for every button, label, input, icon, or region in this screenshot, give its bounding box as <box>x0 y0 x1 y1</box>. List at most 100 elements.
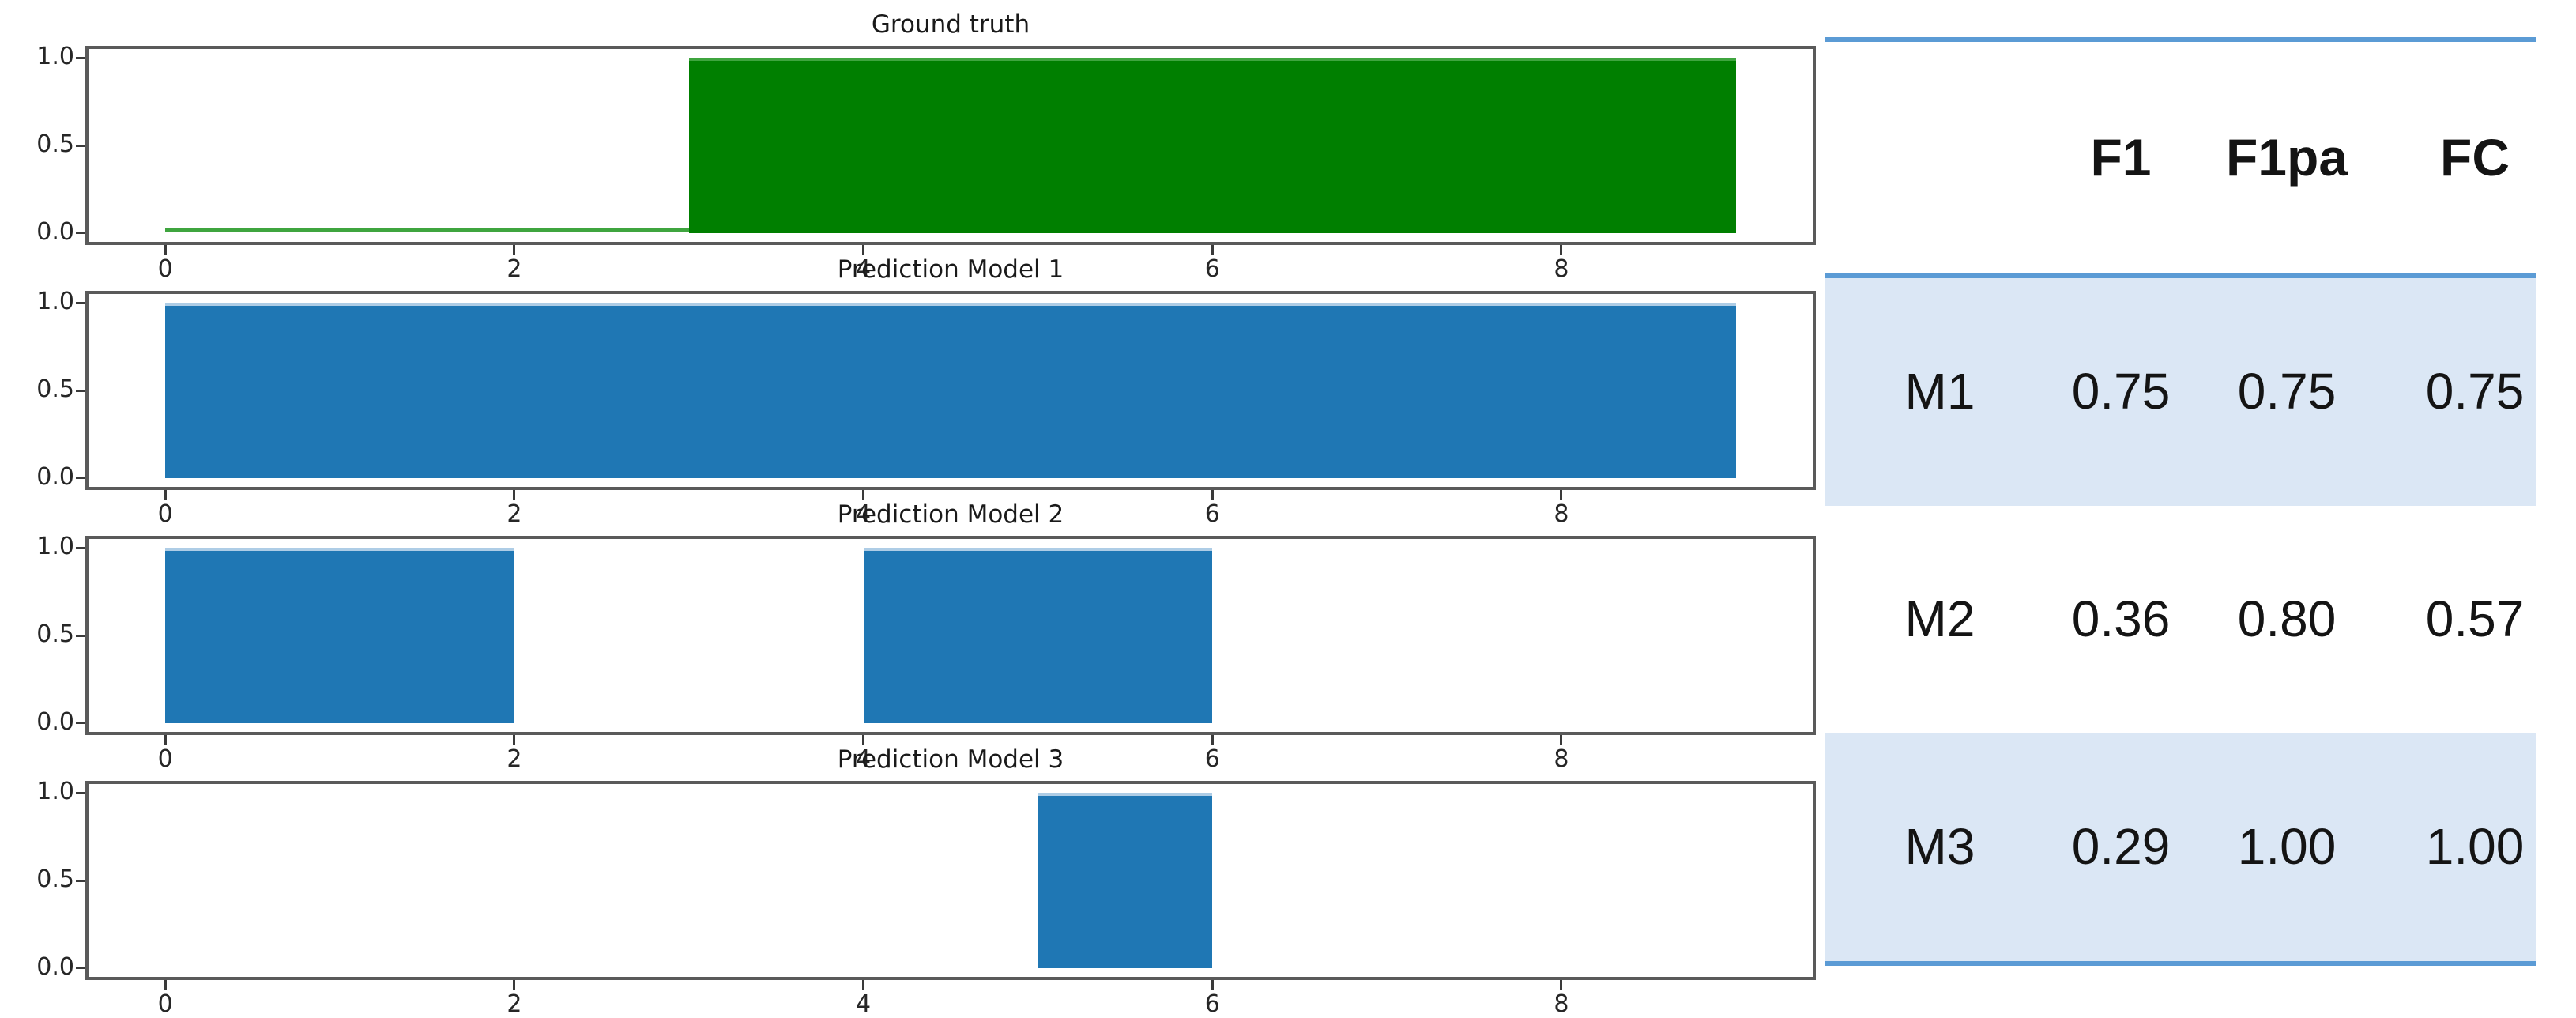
x-tick-mark-prediction-model-3 <box>1560 980 1563 990</box>
series-bar-prediction-model-2-1 <box>863 548 1213 723</box>
y-tick-mark-prediction-model-2 <box>76 634 85 637</box>
x-tick-label-prediction-model-3: 4 <box>856 990 872 1018</box>
row-label-M3: M3 <box>1904 818 1975 875</box>
metric-F1-M1: 0.75 <box>2071 363 2171 420</box>
y-tick-label-prediction-model-3: 0.0 <box>36 952 74 981</box>
table-header-rule <box>1825 273 2536 278</box>
table-row-M3 <box>1825 733 2536 961</box>
x-tick-label-ground-truth: 8 <box>1554 255 1569 283</box>
x-tick-label-prediction-model-3: 2 <box>507 990 522 1018</box>
x-tick-mark-prediction-model-3 <box>513 980 516 990</box>
x-tick-label-prediction-model-2: 4 <box>856 745 872 773</box>
y-tick-label-prediction-model-2: 1.0 <box>36 533 74 561</box>
metric-FC-M3: 1.00 <box>2425 818 2525 875</box>
plot-area-prediction-model-2 <box>85 536 1816 735</box>
y-tick-mark-prediction-model-1 <box>76 477 85 480</box>
plot-area-ground-truth <box>85 46 1816 245</box>
x-tick-mark-ground-truth <box>1211 245 1214 254</box>
x-tick-mark-prediction-model-2 <box>164 735 167 745</box>
x-tick-label-ground-truth: 4 <box>856 255 872 283</box>
table-top-rule <box>1825 37 2536 42</box>
x-tick-mark-prediction-model-1 <box>1560 490 1563 500</box>
series-bar-ground-truth-0 <box>688 58 1736 233</box>
y-tick-mark-ground-truth <box>76 56 85 59</box>
x-tick-mark-prediction-model-1 <box>1211 490 1214 500</box>
x-tick-mark-ground-truth <box>513 245 516 254</box>
row-label-M2: M2 <box>1904 590 1975 647</box>
y-tick-mark-prediction-model-2 <box>76 722 85 725</box>
y-tick-mark-prediction-model-1 <box>76 389 85 392</box>
x-tick-label-ground-truth: 6 <box>1204 255 1220 283</box>
plot-area-prediction-model-3 <box>85 781 1816 980</box>
y-tick-label-prediction-model-2: 0.5 <box>36 620 74 648</box>
x-tick-label-prediction-model-2: 6 <box>1204 745 1220 773</box>
table-row-M1 <box>1825 278 2536 506</box>
y-tick-mark-prediction-model-3 <box>76 879 85 882</box>
x-tick-mark-ground-truth <box>1560 245 1563 254</box>
x-tick-mark-prediction-model-2 <box>1211 735 1214 745</box>
metrics-table: F1 F1pa FC M1 0.75 0.75 0.75 M2 0.36 0.80 0.57 M3 0.… <box>1825 0 2536 1018</box>
column-header-F1: F1 <box>2090 128 2152 187</box>
x-tick-mark-prediction-model-3 <box>1211 980 1214 990</box>
metric-F1pa-M3: 1.00 <box>2237 818 2337 875</box>
table-bottom-rule <box>1825 961 2536 966</box>
plot-area-prediction-model-1 <box>85 291 1816 490</box>
x-tick-label-prediction-model-2: 2 <box>507 745 522 773</box>
y-tick-label-ground-truth: 0.5 <box>36 130 74 158</box>
x-tick-mark-prediction-model-1 <box>862 490 865 500</box>
y-tick-mark-prediction-model-1 <box>76 301 85 304</box>
x-tick-label-ground-truth: 2 <box>507 255 522 283</box>
series-bar-prediction-model-3-0 <box>1038 793 1213 968</box>
x-tick-label-prediction-model-2: 8 <box>1554 745 1569 773</box>
y-tick-label-ground-truth: 0.0 <box>36 217 74 246</box>
row-label-M1: M1 <box>1904 363 1975 420</box>
y-tick-label-prediction-model-1: 1.0 <box>36 288 74 316</box>
y-tick-label-prediction-model-1: 0.5 <box>36 375 74 403</box>
series-bar-prediction-model-2-0 <box>165 548 514 723</box>
y-tick-label-prediction-model-2: 0.0 <box>36 707 74 736</box>
metric-FC-M1: 0.75 <box>2425 363 2525 420</box>
series-bar-prediction-model-1-0 <box>165 303 1736 478</box>
x-tick-mark-prediction-model-1 <box>513 490 516 500</box>
metric-F1pa-M1: 0.75 <box>2237 363 2337 420</box>
x-tick-mark-prediction-model-2 <box>513 735 516 745</box>
x-tick-label-prediction-model-3: 6 <box>1204 990 1220 1018</box>
x-tick-label-ground-truth: 0 <box>157 255 173 283</box>
column-header-FC: FC <box>2440 128 2510 187</box>
x-tick-mark-ground-truth <box>164 245 167 254</box>
y-tick-label-prediction-model-1: 0.0 <box>36 462 74 491</box>
plot-title-prediction-model-3: Prediction Model 3 <box>837 745 1064 774</box>
y-tick-mark-prediction-model-3 <box>76 967 85 970</box>
metric-F1-M2: 0.36 <box>2071 590 2171 647</box>
plot-title-ground-truth: Ground truth <box>871 10 1030 39</box>
metric-F1-M3: 0.29 <box>2071 818 2171 875</box>
metric-FC-M2: 0.57 <box>2425 590 2525 647</box>
x-tick-label-prediction-model-1: 4 <box>856 500 872 528</box>
x-tick-label-prediction-model-1: 2 <box>507 500 522 528</box>
x-tick-mark-prediction-model-2 <box>862 735 865 745</box>
x-tick-label-prediction-model-3: 8 <box>1554 990 1569 1018</box>
x-tick-mark-prediction-model-3 <box>164 980 167 990</box>
x-tick-mark-prediction-model-1 <box>164 490 167 500</box>
x-tick-label-prediction-model-2: 0 <box>157 745 173 773</box>
plot-title-prediction-model-2: Prediction Model 2 <box>837 500 1064 529</box>
y-tick-label-ground-truth: 1.0 <box>36 43 74 71</box>
x-tick-label-prediction-model-1: 8 <box>1554 500 1569 528</box>
column-header-F1pa: F1pa <box>2225 128 2348 187</box>
table-row-M2 <box>1825 506 2536 733</box>
x-tick-label-prediction-model-1: 0 <box>157 500 173 528</box>
x-tick-label-prediction-model-1: 6 <box>1204 500 1220 528</box>
metric-F1pa-M2: 0.80 <box>2237 590 2337 647</box>
y-tick-mark-ground-truth <box>76 144 85 147</box>
x-tick-mark-prediction-model-3 <box>862 980 865 990</box>
x-tick-mark-prediction-model-2 <box>1560 735 1563 745</box>
y-tick-mark-prediction-model-3 <box>76 791 85 794</box>
y-tick-mark-ground-truth <box>76 232 85 235</box>
prediction-figure: Ground truth 0 2 4 6 8 1.0 0.5 0.0 Prediction Mod… <box>36 10 1816 1018</box>
x-tick-mark-ground-truth <box>862 245 865 254</box>
x-tick-label-prediction-model-3: 0 <box>157 990 173 1018</box>
y-tick-label-prediction-model-3: 0.5 <box>36 865 74 893</box>
y-tick-mark-prediction-model-2 <box>76 546 85 549</box>
zero-step-line-ground-truth-0 <box>165 227 689 232</box>
